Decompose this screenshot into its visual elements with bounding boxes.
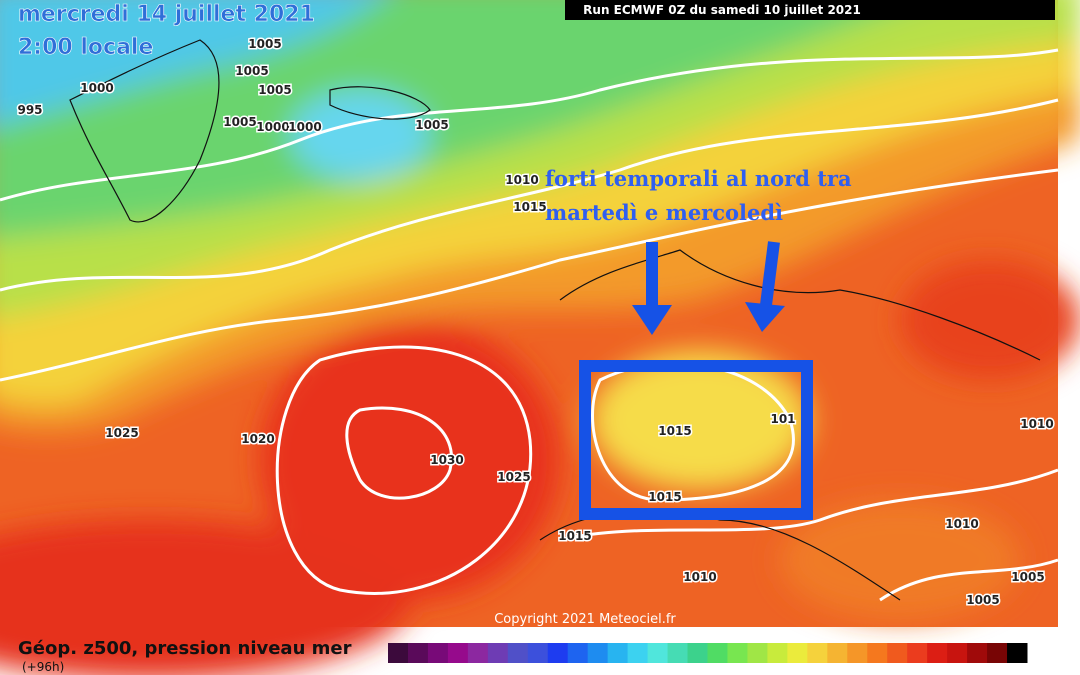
colorbar-swatch (527, 643, 549, 663)
colorbar-swatch (987, 643, 1008, 663)
colorbar-swatch (967, 643, 988, 663)
annotation: martedì e mercoledì (545, 200, 783, 225)
date: mercredi 14 juillet 2021 (18, 2, 315, 27)
isobar-label: 1030 (430, 453, 463, 467)
colorbar-swatch (388, 643, 409, 663)
colorbar (388, 643, 1028, 663)
isobar-label: 1005 (235, 64, 268, 78)
colorbar-swatch (547, 643, 569, 663)
colorbar-swatch (427, 643, 449, 663)
colorbar-swatch (907, 643, 928, 663)
colorbar-swatch (867, 643, 888, 663)
isobar-label: 1010 (1020, 417, 1053, 431)
colorbar-swatch (447, 643, 469, 663)
footer-title: Géop. z500, pression niveau mer (18, 638, 352, 659)
isobar-label: 1025 (497, 470, 530, 484)
colorbar-swatch (727, 643, 748, 663)
colorbar-swatch (687, 643, 708, 663)
isobar-label: 1005 (223, 115, 256, 129)
colorbar-swatch (407, 643, 429, 663)
isobar-label: 1015 (658, 424, 691, 438)
isobar-label: 1010 (505, 173, 538, 187)
colorbar-swatch (747, 643, 768, 663)
highlight-box (579, 360, 813, 520)
colorbar-swatch (947, 643, 968, 663)
isobar-label: 1015 (513, 200, 546, 214)
colorbar-swatch (887, 643, 908, 663)
isobar-label: 1000 (288, 120, 321, 134)
footer-subtitle: (+96h) (22, 660, 64, 674)
colorbar-swatch (667, 643, 689, 663)
copyright: Copyright 2021 Meteociel.fr (494, 612, 676, 627)
time: 2:00 locale (18, 35, 153, 60)
isobar-label: 1000 (80, 81, 113, 95)
isobar-label: 1010 (683, 570, 716, 584)
colorbar-swatch (847, 643, 868, 663)
colorbar-swatch (1007, 643, 1028, 663)
isobar-label: 1010 (945, 517, 978, 531)
colorbar-swatch (787, 643, 808, 663)
isobar-label: 995 (17, 103, 42, 117)
isobar-label: 1015 (558, 529, 591, 543)
run-label: Run ECMWF 0Z du samedi 10 juillet 2021 (583, 3, 861, 17)
colorbar-swatch (767, 643, 788, 663)
run-label-bg (565, 0, 1055, 20)
isobar-label: 1005 (966, 593, 999, 607)
colorbar-swatch (647, 643, 669, 663)
isobar-label: 1000 (256, 120, 289, 134)
colorbar-swatch (807, 643, 828, 663)
colorbar-swatch (467, 643, 489, 663)
colorbar-swatch (827, 643, 848, 663)
isobar-label: 101 (770, 412, 795, 426)
isobar-label: 1005 (248, 37, 281, 51)
colorbar-swatch (607, 643, 629, 663)
colorbar-swatch (707, 643, 728, 663)
isobar-label: 1005 (258, 83, 291, 97)
colorbar-swatch (487, 643, 509, 663)
colorbar-swatch (927, 643, 948, 663)
colorbar-swatch (567, 643, 589, 663)
isobar-label: 1015 (648, 490, 681, 504)
isobar-label: 1020 (241, 432, 274, 446)
colorbar-swatch (627, 643, 649, 663)
isobar-label: 1025 (105, 426, 138, 440)
colorbar-swatch (587, 643, 609, 663)
arrows (632, 241, 785, 335)
isobar-label: 1005 (1011, 570, 1044, 584)
isobar-label: 1005 (415, 118, 448, 132)
annotation: forti temporali al nord tra (545, 166, 852, 191)
colorbar-swatch (507, 643, 529, 663)
